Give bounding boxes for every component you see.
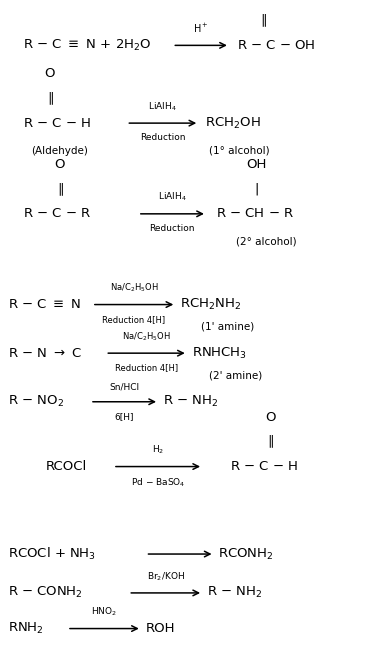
Text: O: O xyxy=(265,411,275,424)
Text: O: O xyxy=(54,158,65,171)
Text: Reduction: Reduction xyxy=(140,133,185,143)
Text: (2° alcohol): (2° alcohol) xyxy=(236,237,296,247)
Text: H$^+$: H$^+$ xyxy=(193,22,209,35)
Text: Pd $-$ BaSO$_4$: Pd $-$ BaSO$_4$ xyxy=(131,477,185,489)
Text: Sn/HCl: Sn/HCl xyxy=(110,382,139,391)
Text: Reduction: Reduction xyxy=(150,224,195,233)
Text: (1' amine): (1' amine) xyxy=(201,321,255,332)
Text: (Aldehyde): (Aldehyde) xyxy=(31,146,88,156)
Text: HNO$_2$: HNO$_2$ xyxy=(91,606,118,618)
Text: RCH$_2$OH: RCH$_2$OH xyxy=(205,115,261,131)
Text: Reduction 4[H]: Reduction 4[H] xyxy=(115,364,178,373)
Text: R $-$ C $-$ R: R $-$ C $-$ R xyxy=(23,207,91,220)
Text: R $-$ C $-$ OH: R $-$ C $-$ OH xyxy=(237,39,316,52)
Text: (2' amine): (2' amine) xyxy=(209,370,262,380)
Text: O: O xyxy=(257,0,268,3)
Text: Reduction 4[H]: Reduction 4[H] xyxy=(103,315,165,324)
Text: Na/C$_2$H$_5$OH: Na/C$_2$H$_5$OH xyxy=(110,282,158,294)
Text: LiAlH$_4$: LiAlH$_4$ xyxy=(149,100,177,113)
Text: LiAlH$_4$: LiAlH$_4$ xyxy=(158,191,187,203)
Text: |: | xyxy=(254,183,259,196)
Text: R $-$ NO$_2$: R $-$ NO$_2$ xyxy=(8,394,64,410)
Text: R $-$ N $\rightarrow$ C: R $-$ N $\rightarrow$ C xyxy=(8,347,82,360)
Text: (1° alcohol): (1° alcohol) xyxy=(209,146,270,156)
Text: R $-$ C $-$ H: R $-$ C $-$ H xyxy=(230,460,298,473)
Text: OH: OH xyxy=(246,158,267,171)
Text: $\parallel$: $\parallel$ xyxy=(265,434,275,450)
Text: RCOCl: RCOCl xyxy=(46,460,87,473)
Text: $\parallel$: $\parallel$ xyxy=(45,90,54,107)
Text: O: O xyxy=(44,67,55,80)
Text: R $-$ C $\equiv$ N + 2H$_2$O: R $-$ C $\equiv$ N + 2H$_2$O xyxy=(23,38,152,53)
Text: R $-$ C $\equiv$ N: R $-$ C $\equiv$ N xyxy=(8,298,81,311)
Text: R $-$ C $-$ H: R $-$ C $-$ H xyxy=(23,117,91,130)
Text: R $-$ NH$_2$: R $-$ NH$_2$ xyxy=(207,585,262,601)
Text: RCOCl + NH$_3$: RCOCl + NH$_3$ xyxy=(8,546,96,562)
Text: Br$_2$/KOH: Br$_2$/KOH xyxy=(147,570,185,583)
Text: R $-$ CH $-$ R: R $-$ CH $-$ R xyxy=(216,207,295,220)
Text: Na/C$_2$H$_5$OH: Na/C$_2$H$_5$OH xyxy=(122,330,171,343)
Text: R $-$ CONH$_2$: R $-$ CONH$_2$ xyxy=(8,585,82,601)
Text: RNHCH$_3$: RNHCH$_3$ xyxy=(192,345,247,361)
Text: 6[H]: 6[H] xyxy=(115,412,134,421)
Text: $\parallel$: $\parallel$ xyxy=(55,181,64,198)
Text: RNH$_2$: RNH$_2$ xyxy=(8,621,43,636)
Text: H$_2$: H$_2$ xyxy=(152,444,164,456)
Text: R $-$ NH$_2$: R $-$ NH$_2$ xyxy=(163,394,218,410)
Text: $\parallel$: $\parallel$ xyxy=(258,12,267,29)
Text: RCONH$_2$: RCONH$_2$ xyxy=(218,546,273,562)
Text: ROH: ROH xyxy=(146,622,175,635)
Text: RCH$_2$NH$_2$: RCH$_2$NH$_2$ xyxy=(180,297,241,312)
